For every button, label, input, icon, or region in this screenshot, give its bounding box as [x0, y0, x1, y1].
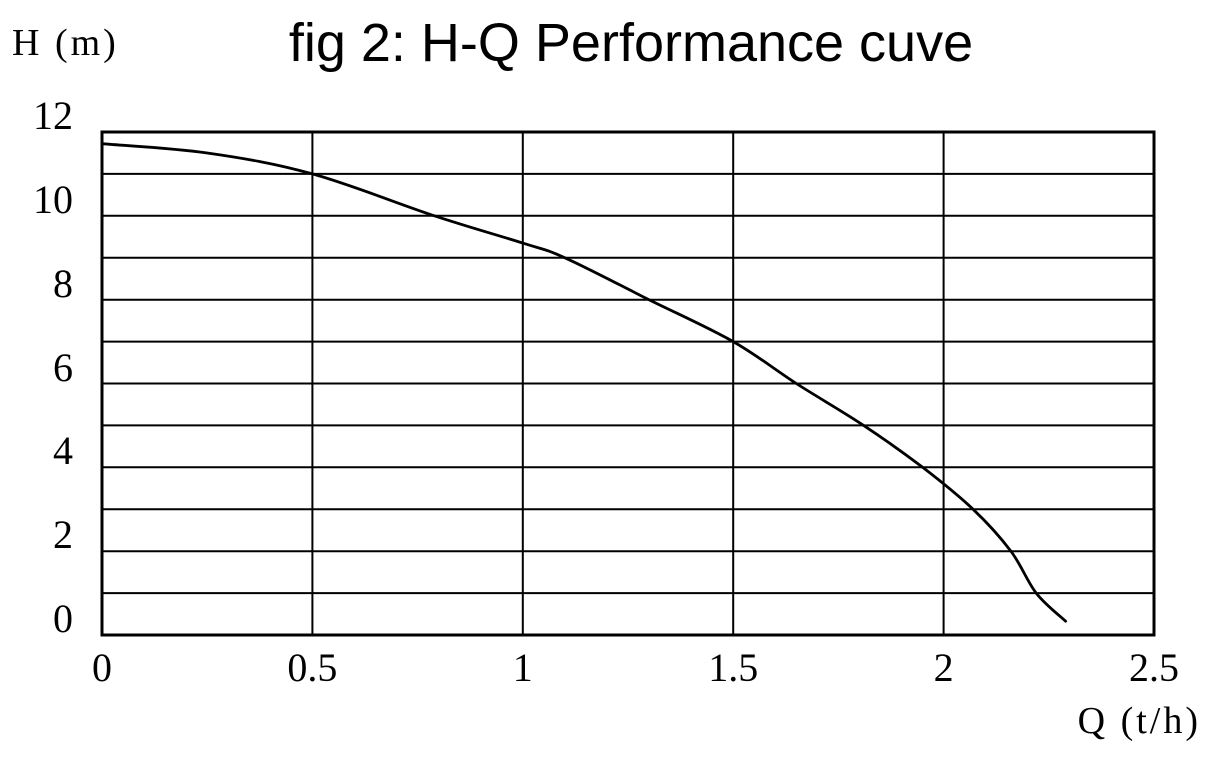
hq-curve — [100, 142, 1067, 623]
x-tick-label: 2 — [933, 645, 954, 690]
x-tick-label: 0.5 — [287, 645, 338, 690]
x-axis-label: Q (t/h) — [1077, 700, 1201, 742]
plot-border — [100, 130, 1156, 637]
y-tick-label: 10 — [33, 176, 73, 222]
x-tick-label: 1 — [512, 645, 533, 690]
x-tick-label: 0 — [92, 645, 112, 690]
x-tick-label: 1.5 — [708, 645, 759, 690]
y-tick-label: 12 — [33, 93, 73, 138]
y-tick-label: 0 — [53, 596, 73, 641]
chart-title: fig 2: H-Q Performance cuve — [288, 13, 974, 73]
y-tick-label: 4 — [53, 428, 73, 474]
y-tick-label: 2 — [53, 512, 73, 558]
y-tick-label: 6 — [53, 344, 73, 390]
y-axis-label: H (m) — [12, 22, 119, 64]
x-tick-label: 2.5 — [1129, 645, 1179, 690]
y-tick-label: 8 — [53, 260, 73, 306]
grid-lines — [101, 131, 1155, 636]
plot-area — [100, 130, 1156, 637]
